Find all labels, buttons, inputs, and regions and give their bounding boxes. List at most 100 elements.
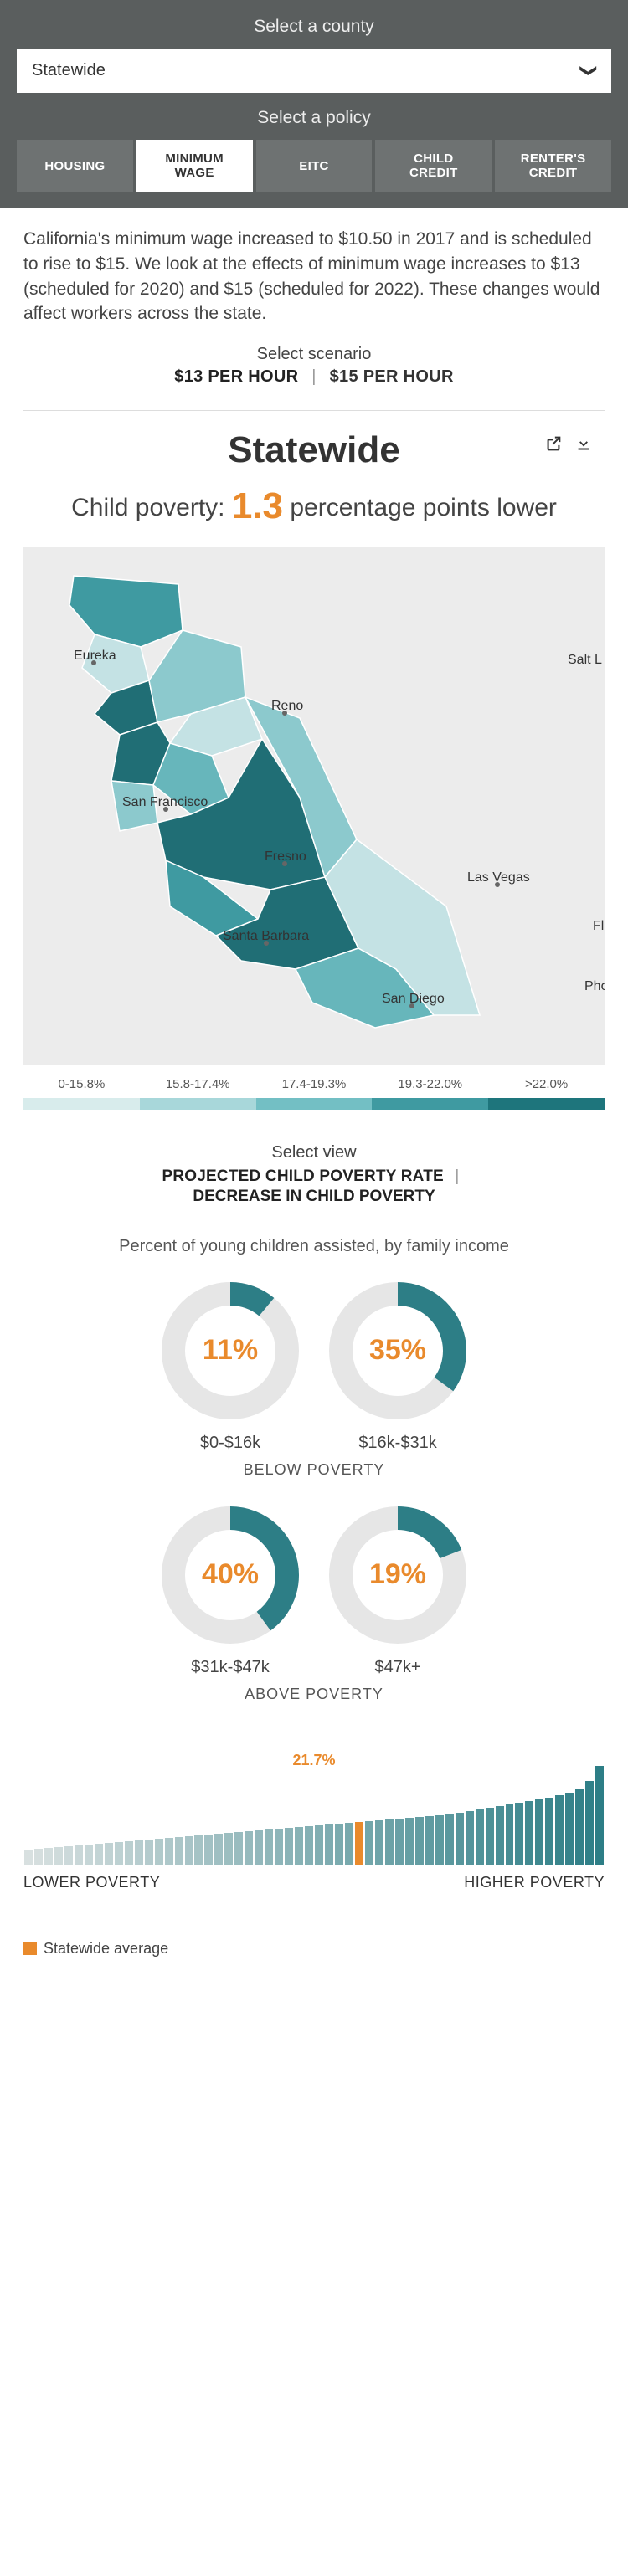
county-bar[interactable] xyxy=(445,1814,454,1865)
county-bar[interactable] xyxy=(135,1840,143,1865)
county-bar[interactable] xyxy=(535,1799,543,1865)
county-bar[interactable] xyxy=(395,1819,404,1865)
view-divider: | xyxy=(455,1167,459,1185)
county-bar[interactable] xyxy=(95,1844,103,1865)
county-bar[interactable] xyxy=(165,1838,173,1865)
county-bar[interactable] xyxy=(595,1766,604,1865)
county-select[interactable]: Statewide ❯ xyxy=(17,49,611,93)
map-legend: 0-15.8%15.8-17.4%17.4-19.3%19.3-22.0%>22… xyxy=(23,1070,605,1110)
map-city-label: Reno xyxy=(271,699,303,713)
county-bar[interactable] xyxy=(224,1833,233,1865)
county-bar-highlight[interactable] xyxy=(355,1822,363,1865)
county-bar[interactable] xyxy=(34,1849,43,1865)
county-bar[interactable] xyxy=(315,1825,323,1865)
county-bar[interactable] xyxy=(515,1803,523,1865)
county-bar[interactable] xyxy=(486,1808,494,1865)
county-bar[interactable] xyxy=(125,1841,133,1865)
legend-bucket: 19.3-22.0% xyxy=(372,1070,488,1110)
county-bar[interactable] xyxy=(295,1827,303,1865)
scenario-option-15[interactable]: $15 PER HOUR xyxy=(330,367,454,386)
county-bar[interactable] xyxy=(305,1826,313,1865)
download-icon[interactable] xyxy=(574,434,593,458)
view-label: Select view xyxy=(23,1143,605,1162)
statewide-swatch xyxy=(23,1942,37,1955)
county-bar[interactable] xyxy=(575,1789,584,1865)
scenario-label: Select scenario xyxy=(8,345,620,364)
county-bar[interactable] xyxy=(115,1842,123,1865)
county-bar[interactable] xyxy=(145,1840,153,1865)
county-bar[interactable] xyxy=(405,1818,414,1865)
county-bar[interactable] xyxy=(54,1847,63,1865)
county-bar[interactable] xyxy=(585,1781,594,1865)
map-city-label: San Diego xyxy=(382,992,445,1006)
county-bar[interactable] xyxy=(375,1820,383,1865)
county-bar[interactable] xyxy=(255,1830,263,1865)
county-bar[interactable] xyxy=(435,1815,444,1865)
policy-tab-minimum-wage[interactable]: MINIMUMWAGE xyxy=(136,140,253,192)
donut-percent: 11% xyxy=(159,1280,301,1422)
donut-label: $31k-$47k xyxy=(159,1658,301,1677)
county-bar[interactable] xyxy=(275,1829,283,1865)
county-bar[interactable] xyxy=(335,1824,343,1865)
legend-bucket: >22.0% xyxy=(488,1070,605,1110)
statewide-legend: Statewide average xyxy=(0,1925,628,1973)
county-bar[interactable] xyxy=(194,1835,203,1865)
county-bar[interactable] xyxy=(385,1819,394,1865)
county-bar[interactable] xyxy=(204,1835,213,1865)
county-bars[interactable] xyxy=(23,1765,605,1865)
county-bar[interactable] xyxy=(476,1809,484,1865)
policy-select-label: Select a policy xyxy=(17,108,611,128)
county-bar[interactable] xyxy=(75,1845,83,1865)
county-bar[interactable] xyxy=(265,1829,273,1865)
view-option-decrease[interactable]: DECREASE IN CHILD POVERTY xyxy=(193,1188,435,1205)
policy-tab-housing[interactable]: HOUSING xyxy=(17,140,133,192)
county-bar[interactable] xyxy=(345,1823,353,1865)
county-select-label: Select a county xyxy=(17,17,611,37)
donut-title: Percent of young children assisted, by f… xyxy=(50,1234,578,1258)
headline-suffix: percentage points lower xyxy=(283,494,557,521)
scenario-divider: | xyxy=(311,367,317,386)
view-option-rate[interactable]: PROJECTED CHILD POVERTY RATE xyxy=(162,1167,443,1185)
county-bar[interactable] xyxy=(234,1832,243,1865)
policy-tab-renter-s-credit[interactable]: RENTER'SCREDIT xyxy=(495,140,611,192)
donut-percent: 19% xyxy=(327,1504,469,1646)
county-bar[interactable] xyxy=(185,1836,193,1865)
policy-tab-eitc[interactable]: EITC xyxy=(256,140,373,192)
share-icon[interactable] xyxy=(544,434,563,458)
county-bar[interactable] xyxy=(325,1824,333,1865)
county-bar[interactable] xyxy=(214,1834,223,1865)
county-bar[interactable] xyxy=(425,1816,434,1865)
county-bar[interactable] xyxy=(415,1817,424,1865)
county-bar[interactable] xyxy=(496,1806,504,1865)
above-poverty-label: ABOVE POVERTY xyxy=(50,1686,578,1703)
donut-label: $16k-$31k xyxy=(327,1434,469,1453)
choropleth-map[interactable]: EurekaSalt LRenoSan FranciscoFresnoLas V… xyxy=(23,547,605,1065)
policy-tab-child-credit[interactable]: CHILDCREDIT xyxy=(375,140,492,192)
county-bar[interactable] xyxy=(525,1801,533,1865)
map-city-label: Pho xyxy=(584,979,605,993)
legend-bucket: 17.4-19.3% xyxy=(256,1070,373,1110)
county-bar[interactable] xyxy=(175,1837,183,1865)
headline: Child poverty: 1.3 percentage points low… xyxy=(0,478,628,546)
county-bar[interactable] xyxy=(105,1843,113,1865)
county-bar[interactable] xyxy=(64,1846,73,1865)
county-bar[interactable] xyxy=(285,1828,293,1865)
map-city-label: Fl xyxy=(593,919,604,933)
county-bar[interactable] xyxy=(565,1793,574,1865)
donut-section: Percent of young children assisted, by f… xyxy=(0,1223,628,1740)
county-bar[interactable] xyxy=(85,1845,93,1865)
county-bar[interactable] xyxy=(365,1821,373,1865)
county-bar[interactable] xyxy=(555,1795,564,1865)
county-bar[interactable] xyxy=(456,1813,464,1865)
map-container: EurekaSalt LRenoSan FranciscoFresnoLas V… xyxy=(0,547,628,1110)
donut--16k-31k: 35%$16k-$31k xyxy=(327,1280,469,1453)
county-bar[interactable] xyxy=(24,1850,33,1865)
chevron-down-icon: ❯ xyxy=(579,64,600,78)
county-bar[interactable] xyxy=(466,1811,474,1865)
county-bar[interactable] xyxy=(245,1831,253,1865)
county-bar[interactable] xyxy=(44,1848,53,1865)
county-bar[interactable] xyxy=(545,1798,553,1865)
county-bar[interactable] xyxy=(155,1839,163,1865)
scenario-option-13[interactable]: $13 PER HOUR xyxy=(174,367,298,386)
county-bar[interactable] xyxy=(506,1804,514,1865)
